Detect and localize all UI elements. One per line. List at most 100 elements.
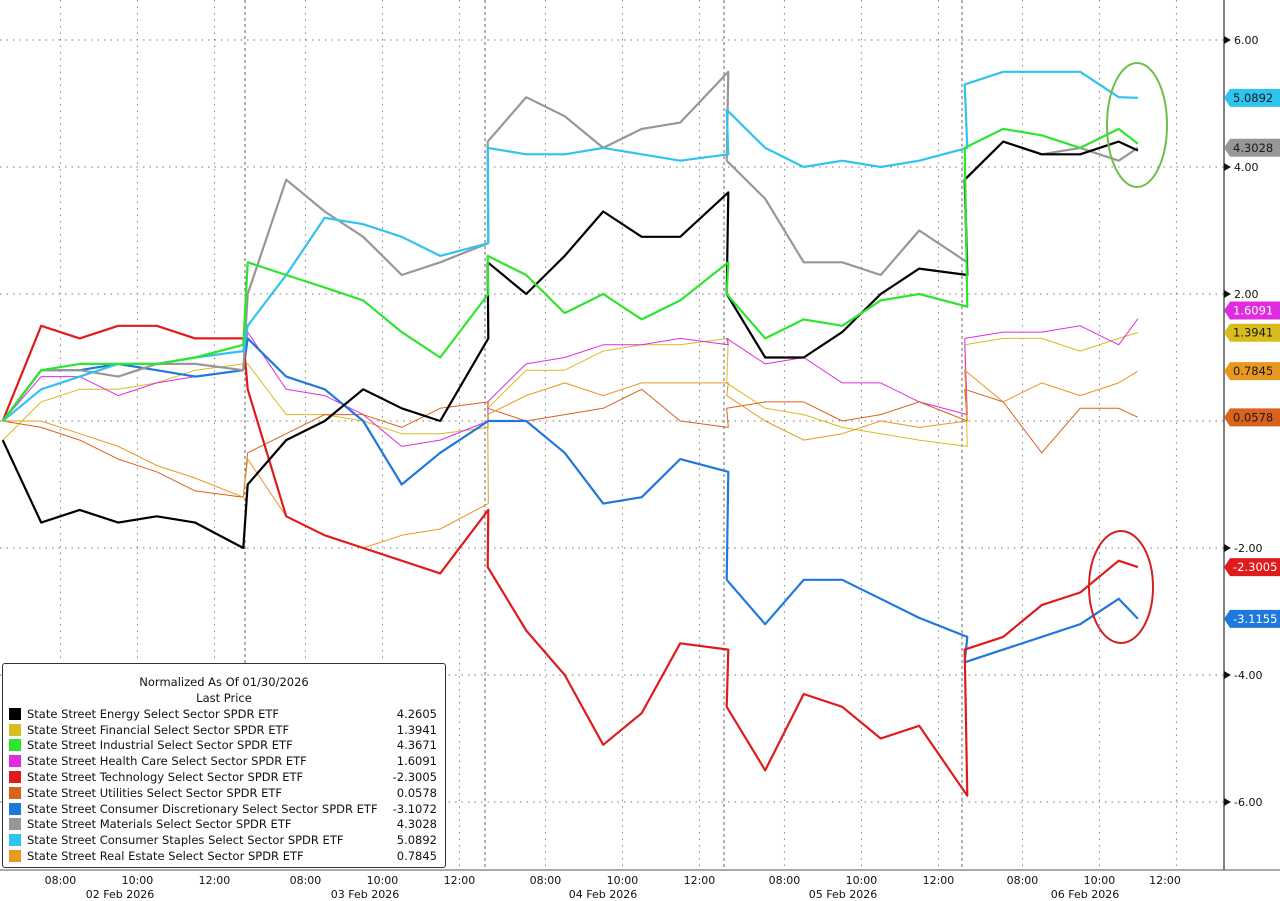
legend-label: State Street Real Estate Select Sector S… — [27, 849, 304, 864]
legend-swatch — [9, 771, 21, 784]
legend-item: State Street Utilities Select Sector SPD… — [3, 785, 445, 801]
legend-subtitle: Last Price — [196, 691, 252, 705]
last-value-tag — [1224, 362, 1280, 381]
last-value-tag-label: -3.1155 — [1233, 612, 1277, 626]
x-day-label: 04 Feb 2026 — [569, 888, 637, 901]
legend-label: State Street Materials Select Sector SPD… — [27, 817, 292, 832]
legend-label: State Street Industrial Select Sector SP… — [27, 738, 293, 753]
x-axis: 08:00 10:00 12:00 02 Feb 2026 08:00 10:00 12:0… — [45, 874, 1181, 901]
x-tick-label: 10:00 — [1084, 874, 1116, 887]
legend-swatch — [9, 834, 21, 847]
last-value-tag-label: 5.0892 — [1233, 91, 1273, 105]
series-line — [2, 70, 1138, 422]
legend-item: State Street Real Estate Select Sector S… — [3, 848, 445, 864]
x-tick-label: 08:00 — [769, 874, 801, 887]
y-tick-label: -6.00 — [1234, 796, 1262, 809]
last-value-tags: 5.0892 4.3028 1.6091 1.3941 0.7845 0.0578 -2.3… — [1224, 88, 1280, 628]
y-tick-label: 4.00 — [1234, 161, 1259, 174]
x-day-label: 03 Feb 2026 — [331, 888, 399, 901]
last-value-tag — [1224, 88, 1280, 107]
x-tick-label: 08:00 — [290, 874, 322, 887]
x-tick-label: 12:00 — [684, 874, 716, 887]
legend-value: 4.3671 — [396, 738, 437, 753]
annotation-ellipse-red — [1088, 530, 1154, 644]
last-value-tag-label: 4.3028 — [1233, 141, 1273, 155]
legend-title: Normalized As Of 01/30/2026 — [139, 675, 309, 689]
legend-swatch — [9, 755, 21, 768]
x-day-label: 06 Feb 2026 — [1051, 888, 1119, 901]
y-tick-mark — [1224, 290, 1231, 298]
legend-swatch — [9, 739, 21, 752]
legend-item: State Street Financial Select Sector SPD… — [3, 722, 445, 738]
legend-swatch — [9, 786, 21, 799]
legend-item: State Street Technology Select Sector SP… — [3, 769, 445, 785]
x-tick-label: 12:00 — [199, 874, 231, 887]
legend-label: State Street Consumer Discretionary Sele… — [27, 801, 378, 816]
annotation-ellipse-green — [1106, 62, 1168, 188]
legend: Normalized As Of 01/30/2026 Last Price S… — [2, 663, 446, 868]
x-tick-label: 10:00 — [122, 874, 154, 887]
series-line — [2, 318, 1139, 447]
x-tick-label: 12:00 — [1149, 874, 1181, 887]
last-value-tag — [1224, 558, 1280, 577]
x-tick-label: 10:00 — [846, 874, 878, 887]
legend-value: -3.1072 — [392, 801, 437, 816]
legend-item: State Street Materials Select Sector SPD… — [3, 817, 445, 833]
last-value-tag-label: 0.7845 — [1233, 364, 1273, 378]
x-tick-label: 08:00 — [1007, 874, 1039, 887]
x-tick-label: 12:00 — [923, 874, 955, 887]
grid — [0, 0, 1224, 870]
legend-value: -2.3005 — [392, 770, 437, 785]
x-day-label: 05 Feb 2026 — [809, 888, 877, 901]
series-lines — [1, 70, 1139, 797]
legend-swatch — [9, 802, 21, 815]
day-dividers — [244, 0, 963, 870]
legend-item: State Street Consumer Staples Select Sec… — [3, 832, 445, 848]
y-tick-mark — [1224, 36, 1231, 44]
annotations — [1088, 62, 1168, 644]
last-value-tag — [1224, 609, 1280, 628]
x-day-label: 02 Feb 2026 — [86, 888, 154, 901]
legend-label: State Street Financial Select Sector SPD… — [27, 722, 290, 737]
legend-swatch — [9, 707, 21, 720]
series-line — [1, 324, 1139, 797]
last-value-tag-label: -2.3005 — [1233, 560, 1277, 574]
legend-label: State Street Technology Select Sector SP… — [27, 770, 304, 785]
y-tick-mark — [1224, 163, 1231, 171]
legend-item: State Street Energy Select Sector SPDR E… — [3, 706, 445, 722]
x-tick-label: 10:00 — [607, 874, 639, 887]
y-tick-mark — [1224, 671, 1231, 679]
legend-swatch — [9, 723, 21, 736]
y-tick-label: 6.00 — [1234, 34, 1259, 47]
last-value-tag-label: 1.6091 — [1233, 304, 1273, 318]
last-value-tag — [1224, 138, 1280, 157]
last-value-tag — [1224, 323, 1280, 342]
y-tick-mark — [1224, 798, 1231, 806]
x-tick-label: 10:00 — [367, 874, 399, 887]
series-line — [2, 369, 1139, 549]
legend-item: State Street Industrial Select Sector SP… — [3, 738, 445, 754]
x-tick-label: 12:00 — [444, 874, 476, 887]
last-value-tag — [1224, 301, 1280, 320]
legend-value: 4.2605 — [396, 706, 437, 721]
series-line — [1, 127, 1139, 422]
last-value-tag-label: 1.3941 — [1233, 326, 1273, 340]
legend-value: 5.0892 — [396, 833, 437, 848]
legend-label: State Street Energy Select Sector SPDR E… — [27, 706, 280, 721]
series-line — [1, 337, 1139, 664]
y-tick-mark — [1224, 544, 1231, 552]
legend-value: 1.3941 — [396, 722, 437, 737]
legend-value: 4.3028 — [396, 817, 437, 832]
legend-label: State Street Utilities Select Sector SPD… — [27, 785, 283, 800]
y-tick-label: -4.00 — [1234, 669, 1262, 682]
x-tick-label: 08:00 — [45, 874, 77, 887]
legend-value: 0.0578 — [396, 785, 437, 800]
y-axis: 6.00 4.00 2.00 -2.00 -4.00 -6.00 — [0, 0, 1280, 871]
y-tick-label: -2.00 — [1234, 542, 1262, 555]
last-value-tag-label: 0.0578 — [1233, 410, 1273, 424]
legend-swatch — [9, 850, 21, 863]
last-value-tag — [1224, 408, 1280, 427]
legend-value: 1.6091 — [396, 754, 437, 769]
legend-label: State Street Consumer Staples Select Sec… — [27, 833, 344, 848]
